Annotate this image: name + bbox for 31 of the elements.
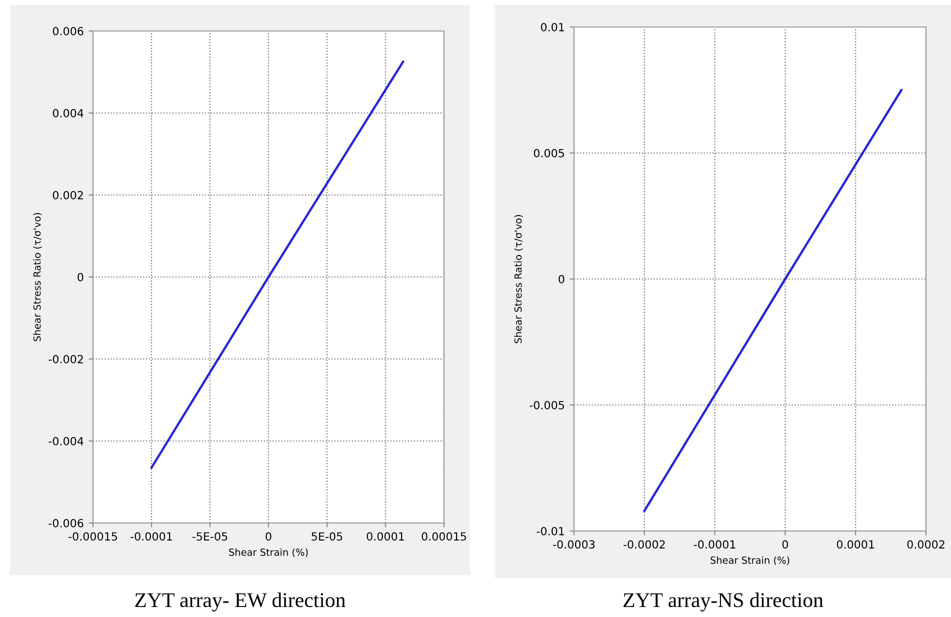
x-tick-label: 0.0001 <box>366 532 404 541</box>
y-tick-label: 0.005 <box>534 148 564 158</box>
y-axis-title: Shear Stress Ratio (τ/σ'vo) <box>33 213 42 342</box>
x-axis-title: Shear Strain (%) <box>229 548 308 558</box>
y-tick-label: -0.005 <box>530 400 564 410</box>
y-tick-label: 0 <box>558 274 564 284</box>
x-tick-label: -0.0003 <box>553 540 595 549</box>
y-axis-title: Shear Stress Ratio (τ/σ'vo) <box>514 215 523 344</box>
y-tick-label: 0 <box>78 272 84 282</box>
x-tick-label: -0.0001 <box>694 540 736 549</box>
x-tick-label: 5E-05 <box>312 532 342 541</box>
y-tick-label: 0.004 <box>52 108 84 118</box>
x-tick-label: -5E-05 <box>192 532 228 541</box>
y-tick-label: 0.01 <box>540 22 564 32</box>
y-tick-label: -0.002 <box>48 354 83 364</box>
x-tick-label: 0.00015 <box>422 532 466 541</box>
y-tick-label: -0.004 <box>48 436 84 446</box>
x-tick-label: -0.00015 <box>68 532 118 541</box>
x-tick-label: 0 <box>782 540 788 549</box>
x-tick-label: -0.0002 <box>624 540 665 549</box>
y-tick-label: -0.01 <box>536 526 564 536</box>
x-tick-label: -0.0001 <box>130 532 172 541</box>
x-tick-label: 0 <box>266 532 272 541</box>
y-tick-label: 0.006 <box>52 26 84 36</box>
text: ZYT array- EW direction <box>135 592 346 612</box>
text: ZYT array-NS direction <box>624 592 824 612</box>
y-tick-label: -0.006 <box>48 518 84 528</box>
x-tick-label: 0.0001 <box>836 540 874 549</box>
y-tick-label: 0.002 <box>52 190 83 200</box>
x-axis-title: Shear Strain (%) <box>710 556 790 566</box>
x-tick-label: 0.0002 <box>907 540 944 549</box>
